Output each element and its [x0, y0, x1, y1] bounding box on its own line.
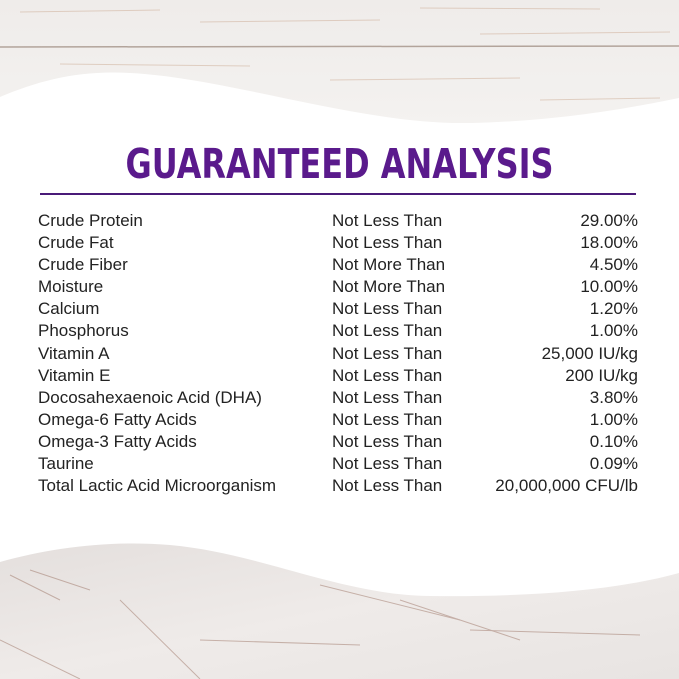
table-row: Phosphorus Not Less Than 1.00%	[38, 320, 638, 342]
nutrient-value: 20,000,000 CFU/lb	[495, 476, 638, 496]
qualifier: Not Less Than	[332, 211, 443, 230]
nutrient-name: Calcium	[38, 299, 100, 319]
bottom-wave-wood	[0, 543, 679, 679]
table-row: Total Lactic Acid Microorganism Not Less …	[38, 475, 638, 497]
nutrient-name: Taurine	[38, 454, 94, 474]
qualifier: Not Less Than	[332, 321, 443, 341]
nutrient-name: Crude Fiber	[38, 255, 128, 275]
table-row: Crude Fat Not Less Than 18.00%	[38, 232, 638, 254]
nutrient-value: 10.00%	[580, 277, 638, 297]
qualifier: Not Less Than	[332, 409, 443, 429]
qualifier: Not More Than	[332, 255, 446, 275]
nutrient-value: 4.50%	[589, 255, 638, 275]
title-divider	[40, 193, 636, 195]
nutrient-value: 18.00%	[580, 233, 638, 253]
nutrient-name: Crude Protein	[38, 211, 143, 230]
nutrient-name: Docosahexaenoic Acid (DHA)	[38, 387, 262, 407]
nutrient-value: 3.80%	[589, 387, 638, 407]
nutrient-name: Omega-3 Fatty Acids	[38, 431, 197, 451]
qualifier: Not Less Than	[332, 387, 443, 407]
table-row: Calcium Not Less Than 1.20%	[38, 298, 638, 320]
table-row: Vitamin E Not Less Than 200 IU/kg	[38, 365, 638, 387]
top-wave	[0, 72, 679, 679]
table-row: Docosahexaenoic Acid (DHA) Not Less Than 3…	[38, 387, 638, 409]
nutrient-name: Phosphorus	[38, 321, 129, 341]
nutrient-value: 1.00%	[589, 321, 638, 341]
qualifier: Not Less Than	[332, 343, 443, 363]
nutrient-name: Vitamin A	[38, 343, 110, 363]
nutrient-value: 29.00%	[580, 211, 638, 230]
table-row: Taurine Not Less Than 0.09%	[38, 453, 638, 475]
table-row: Omega-6 Fatty Acids Not Less Than 1.00%	[38, 409, 638, 431]
nutrient-name: Omega-6 Fatty Acids	[38, 409, 197, 429]
qualifier: Not Less Than	[332, 431, 443, 451]
qualifier: Not Less Than	[332, 476, 443, 496]
table-row: Vitamin A Not Less Than 25,000 IU/kg	[38, 343, 638, 365]
nutrient-name: Vitamin E	[38, 365, 111, 385]
qualifier: Not Less Than	[332, 299, 443, 319]
nutrient-value: 1.00%	[589, 409, 638, 429]
nutrient-name: Moisture	[38, 277, 104, 297]
table-row: Omega-3 Fatty Acids Not Less Than 0.10%	[38, 431, 638, 453]
nutrient-value: 200 IU/kg	[565, 365, 638, 385]
analysis-table: Crude Protein Not Less Than 29.00% Crude Fa…	[38, 210, 638, 497]
nutrient-name: Crude Fat	[38, 233, 114, 253]
qualifier: Not Less Than	[332, 365, 443, 385]
nutrient-name: Total Lactic Acid Microorganism	[38, 476, 277, 496]
qualifier: Not Less Than	[332, 454, 443, 474]
nutrient-value: 1.20%	[589, 299, 638, 319]
qualifier: Not More Than	[332, 277, 446, 297]
qualifier: Not Less Than	[332, 233, 443, 253]
nutrient-value: 0.10%	[589, 431, 638, 451]
table-row: Crude Protein Not Less Than 29.00%	[38, 210, 638, 232]
nutrient-value: 0.09%	[589, 454, 638, 474]
table-row: Crude Fiber Not More Than 4.50%	[38, 254, 638, 276]
table-row: Moisture Not More Than 10.00%	[38, 276, 638, 298]
nutrient-value: 25,000 IU/kg	[541, 343, 638, 363]
page-title: GUARANTEED ANALYSIS	[125, 140, 554, 188]
